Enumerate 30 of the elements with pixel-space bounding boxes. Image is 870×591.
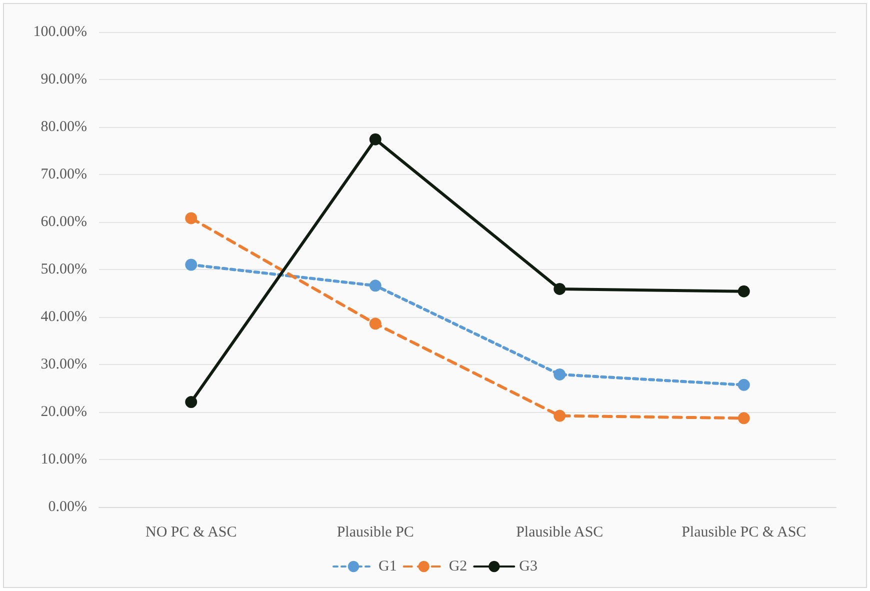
point [554,282,566,295]
point [554,410,566,422]
x-tick-label: NO PC & ASC [145,524,237,540]
y-tick-label: 70.00% [40,166,87,182]
point [185,258,198,271]
point [185,212,198,224]
x-tick-label: Plausible PC [336,524,414,540]
point [738,412,750,424]
legend-label: G2 [448,558,468,574]
y-tick-label: 100.00% [33,24,87,40]
y-tick-label: 60.00% [40,214,87,230]
point [369,318,382,330]
point [185,396,198,408]
point [369,280,382,292]
point [554,368,566,380]
point [369,133,382,146]
x-tick-label: Plausible ASC [516,524,604,540]
y-tick-label: 20.00% [40,404,87,420]
y-tick-label: 0.00% [48,499,87,515]
y-tick-label: 90.00% [40,72,87,88]
y-tick-label: 30.00% [40,356,87,372]
x-tick-label: Plausible PC & ASC [682,524,806,540]
y-tick-label: 10.00% [40,452,87,468]
legend-label: G1 [378,558,397,574]
point [738,285,750,298]
y-tick-label: 80.00% [40,119,87,135]
y-tick-label: 40.00% [40,309,87,325]
point [738,378,750,391]
y-tick-label: 50.00% [40,262,87,278]
legend-label: G3 [519,558,538,574]
